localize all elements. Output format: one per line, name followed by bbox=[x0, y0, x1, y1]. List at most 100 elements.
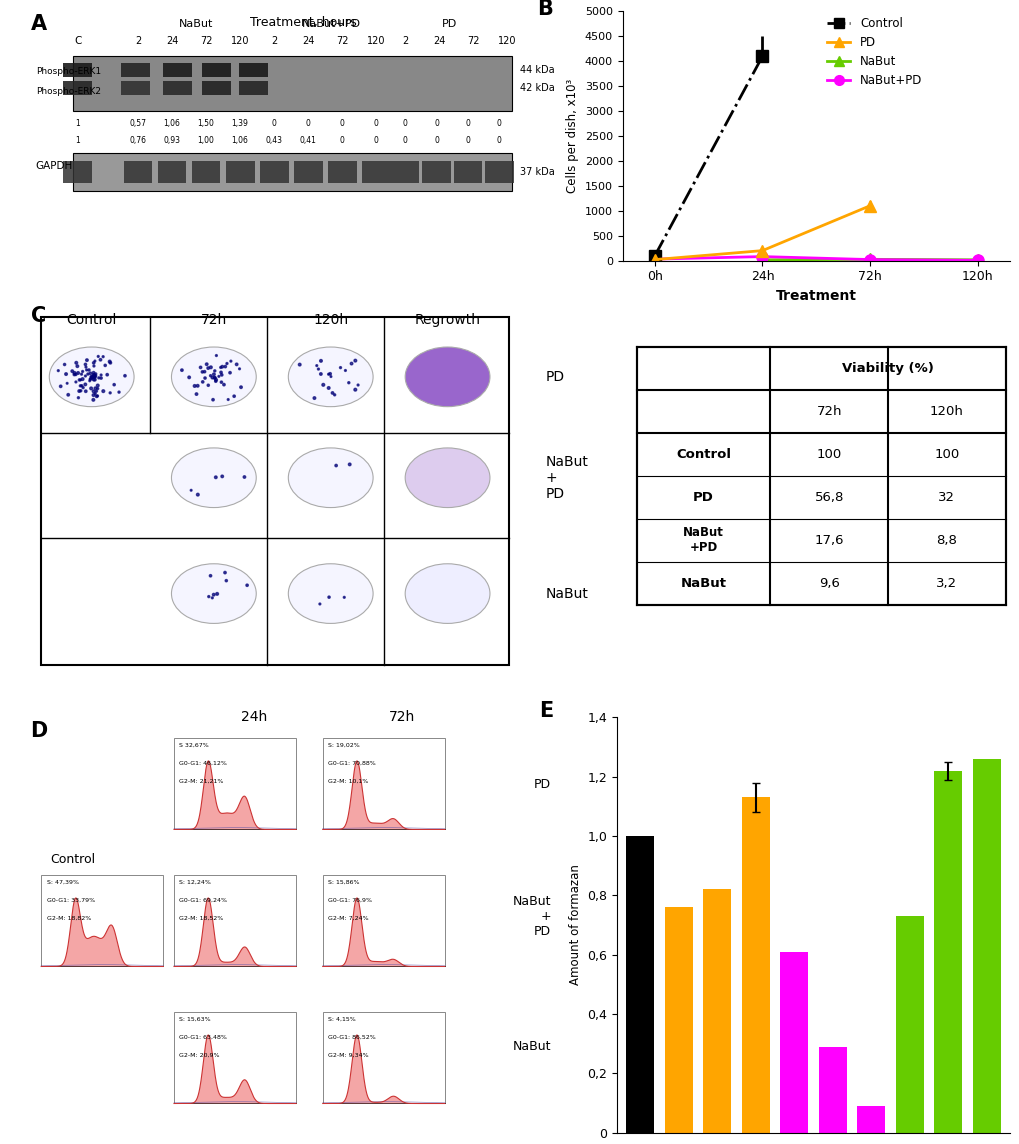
Text: 0: 0 bbox=[465, 136, 470, 145]
Text: 100: 100 bbox=[816, 448, 841, 461]
Point bbox=[73, 376, 90, 395]
Bar bbox=[202, 81, 230, 95]
Point bbox=[313, 351, 329, 370]
Point bbox=[218, 572, 234, 590]
Point bbox=[72, 376, 89, 395]
Text: G0-G1: 69,24%: G0-G1: 69,24% bbox=[179, 898, 227, 903]
Point bbox=[350, 376, 366, 395]
Point bbox=[78, 360, 95, 379]
Text: 1,00: 1,00 bbox=[198, 136, 214, 145]
Point bbox=[206, 365, 222, 383]
Point bbox=[197, 368, 213, 387]
Point bbox=[199, 355, 215, 373]
Point bbox=[77, 382, 94, 400]
Text: Control: Control bbox=[676, 448, 731, 461]
Point bbox=[216, 375, 232, 394]
Point bbox=[97, 356, 113, 374]
Bar bbox=[174, 875, 296, 967]
Point bbox=[324, 383, 340, 402]
Bar bbox=[703, 889, 731, 1133]
Text: 24h: 24h bbox=[240, 710, 267, 724]
Text: 120: 120 bbox=[367, 37, 385, 47]
Point bbox=[195, 373, 211, 391]
Text: 0,41: 0,41 bbox=[300, 136, 316, 145]
Text: 0,76: 0,76 bbox=[129, 136, 147, 145]
Text: 0: 0 bbox=[271, 119, 276, 128]
Point bbox=[207, 362, 223, 380]
Bar bbox=[818, 1047, 846, 1133]
Point bbox=[204, 368, 220, 387]
Bar bbox=[63, 63, 92, 77]
Text: G2-M: 18,52%: G2-M: 18,52% bbox=[179, 916, 223, 921]
Text: Phospho-ERK2: Phospho-ERK2 bbox=[36, 87, 101, 96]
Point bbox=[310, 360, 326, 379]
Bar bbox=[857, 1106, 884, 1133]
Point bbox=[72, 371, 89, 389]
Point bbox=[214, 358, 230, 376]
Text: C: C bbox=[31, 305, 46, 326]
Text: Control: Control bbox=[66, 313, 117, 327]
Text: 0: 0 bbox=[496, 119, 501, 128]
Text: 0,43: 0,43 bbox=[265, 136, 282, 145]
Point bbox=[214, 467, 230, 485]
Point bbox=[190, 376, 206, 395]
Text: 72h: 72h bbox=[815, 405, 841, 418]
Point bbox=[322, 365, 338, 383]
Point bbox=[336, 588, 353, 606]
Text: 56,8: 56,8 bbox=[814, 491, 843, 503]
Point bbox=[186, 376, 203, 395]
Point bbox=[77, 356, 94, 374]
Text: G2-M: 21,21%: G2-M: 21,21% bbox=[179, 779, 223, 784]
Point bbox=[77, 375, 94, 394]
Text: Regrowth: Regrowth bbox=[414, 313, 480, 327]
Text: 1: 1 bbox=[75, 136, 81, 145]
Text: NaBut+PD: NaBut+PD bbox=[302, 19, 361, 29]
Text: G0-G1: 70,88%: G0-G1: 70,88% bbox=[328, 761, 375, 766]
Point bbox=[69, 357, 86, 375]
Bar bbox=[63, 161, 92, 183]
Point bbox=[86, 364, 102, 382]
Text: G0-G1: 63,48%: G0-G1: 63,48% bbox=[179, 1035, 227, 1040]
Text: 1,06: 1,06 bbox=[231, 136, 249, 145]
Point bbox=[200, 376, 216, 395]
Text: 24: 24 bbox=[302, 37, 314, 47]
Point bbox=[71, 382, 88, 400]
Point bbox=[82, 370, 98, 388]
Circle shape bbox=[171, 347, 256, 406]
Point bbox=[111, 383, 127, 402]
Bar bbox=[121, 81, 150, 95]
Text: PD: PD bbox=[534, 778, 550, 791]
Point bbox=[117, 366, 133, 384]
Point bbox=[189, 384, 205, 403]
Text: S: 47,39%: S: 47,39% bbox=[47, 880, 78, 884]
Point bbox=[74, 379, 91, 397]
Bar bbox=[390, 161, 419, 183]
Point bbox=[346, 351, 363, 370]
Point bbox=[309, 357, 325, 375]
Point bbox=[312, 595, 328, 613]
Text: NaBut: NaBut bbox=[513, 1040, 550, 1052]
Point bbox=[79, 365, 96, 383]
Point bbox=[72, 382, 89, 400]
Bar bbox=[626, 836, 653, 1133]
Bar bbox=[293, 161, 322, 183]
Point bbox=[328, 456, 344, 475]
Bar bbox=[484, 161, 514, 183]
Point bbox=[88, 365, 104, 383]
Point bbox=[217, 564, 233, 582]
Circle shape bbox=[405, 564, 489, 623]
Text: 0: 0 bbox=[434, 136, 438, 145]
Point bbox=[93, 350, 109, 368]
Text: 72h: 72h bbox=[201, 313, 227, 327]
Point bbox=[203, 358, 219, 376]
Point bbox=[209, 585, 225, 603]
Point bbox=[180, 368, 197, 387]
Text: NaBut: NaBut bbox=[680, 577, 726, 590]
Point bbox=[202, 566, 218, 585]
Point bbox=[208, 371, 224, 389]
Point bbox=[197, 363, 213, 381]
Point bbox=[208, 347, 224, 365]
Text: 2: 2 bbox=[135, 37, 141, 47]
Point bbox=[194, 363, 210, 381]
Point bbox=[67, 373, 84, 391]
